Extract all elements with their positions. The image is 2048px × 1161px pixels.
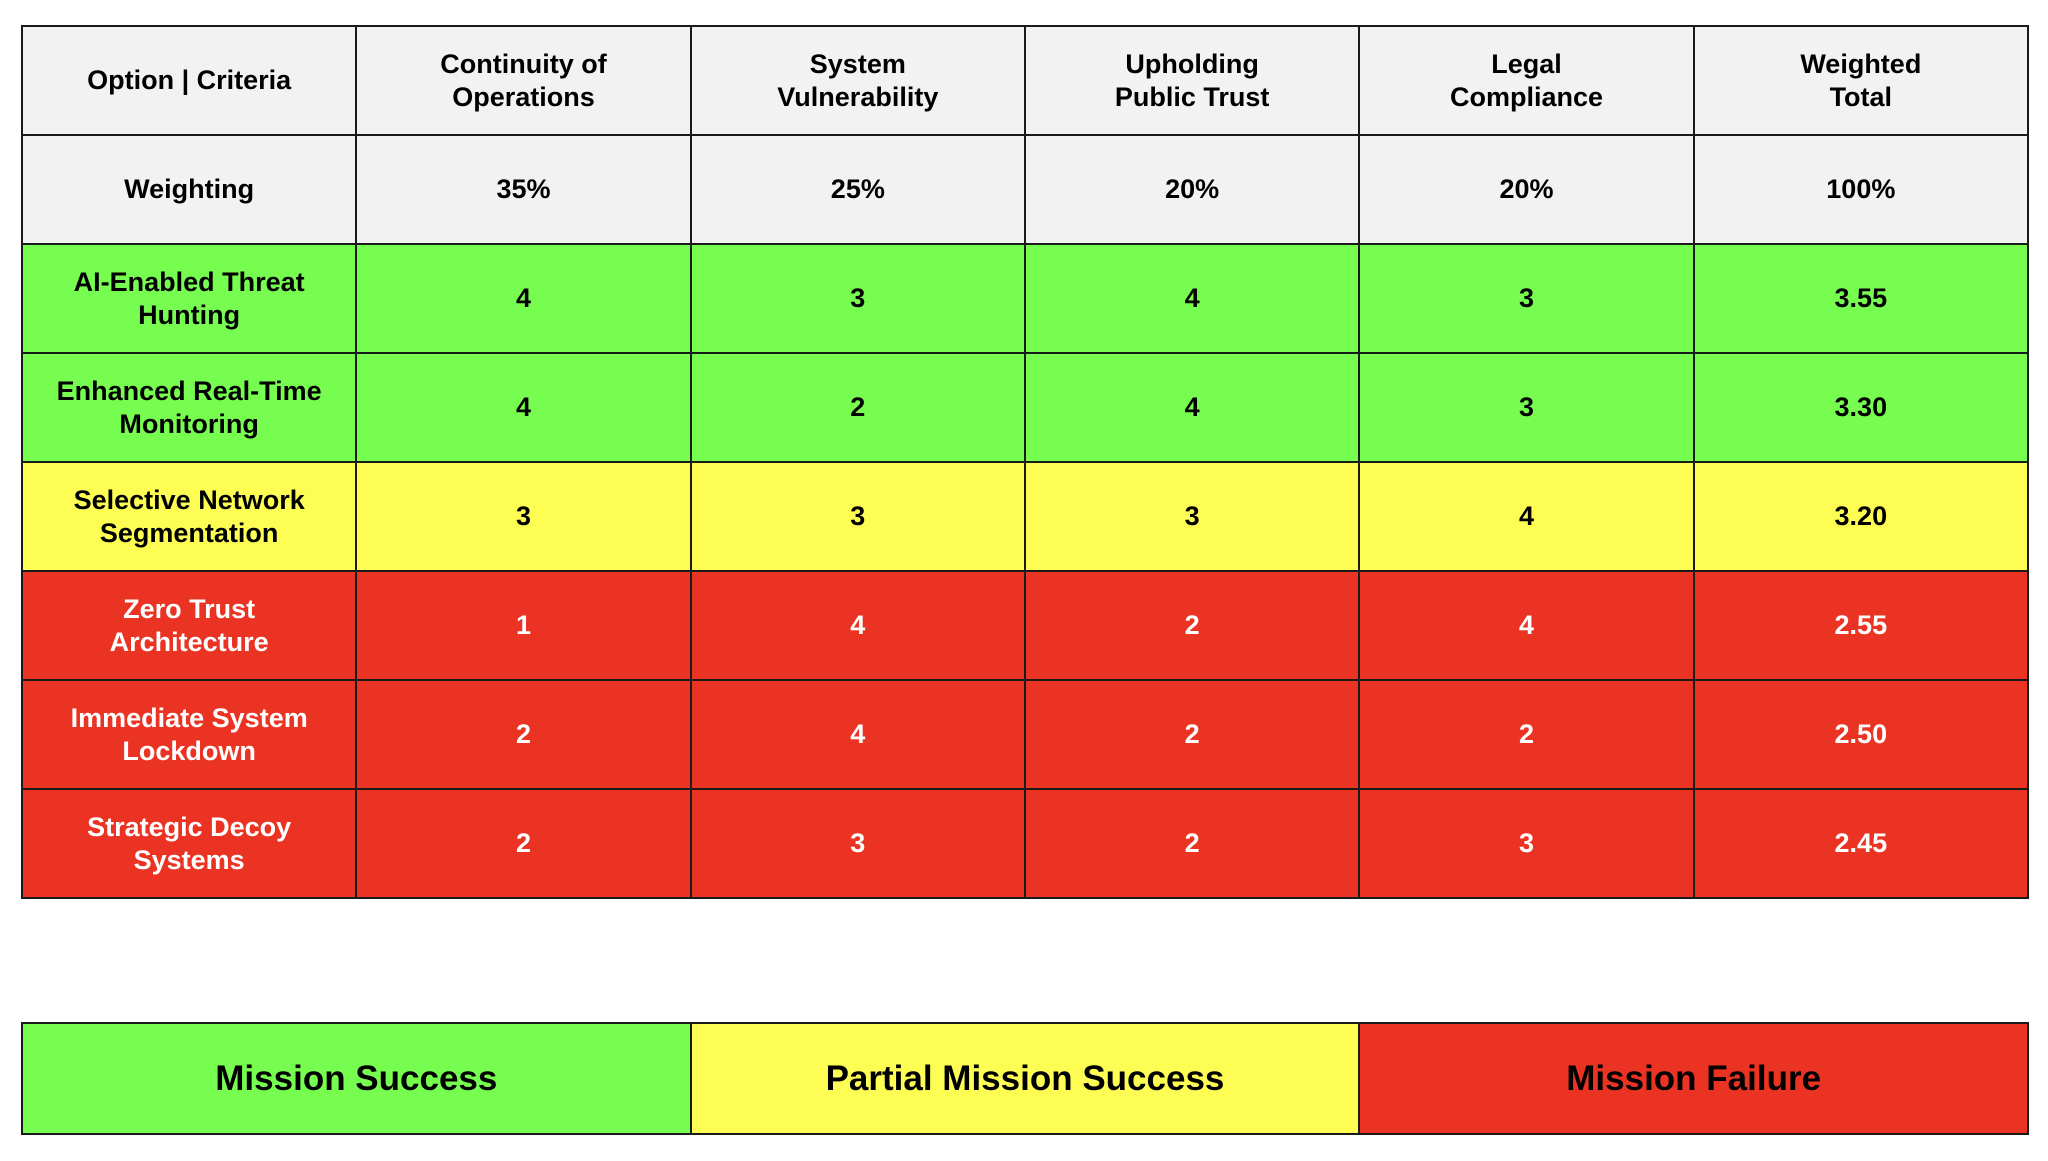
option-label-cell: Strategic Decoy Systems [20,788,358,899]
header-line: Vulnerability [777,81,939,112]
option-label-cell: Zero Trust Architecture [20,570,358,681]
legend-table: Mission Success Partial Mission Success … [21,1022,2029,1135]
score-cell: 3 [1358,788,1695,899]
score-cell: 2 [1023,570,1361,681]
header-row: Option | Criteria Continuity of Operatio… [20,25,2030,136]
score-cell: 2 [689,352,1026,463]
score-cell: 3 [1358,352,1695,463]
option-label-cell: Immediate System Lockdown [20,679,358,790]
score-cell: 2 [1023,679,1361,790]
weighted-total-cell: 2.55 [1692,570,2030,681]
option-row: Zero Trust Architecture 1 4 2 4 2.55 [20,570,2030,681]
option-label-line: Zero Trust [123,593,256,624]
legend-row: Mission Success Partial Mission Success … [21,1022,2029,1135]
option-label-cell: Selective Network Segmentation [20,461,358,572]
weighting-label-cell: Weighting [20,134,358,245]
header-line: Upholding [1125,48,1259,79]
header-line: System [809,48,906,79]
header-line: Public Trust [1114,81,1270,112]
score-cell: 4 [1023,352,1361,463]
option-label-line: Selective Network [73,484,305,515]
header-cell-legal-compliance: Legal Compliance [1358,25,1695,136]
score-cell: 3 [355,461,692,572]
option-label-line: Monitoring [119,408,259,439]
header-line: Weighted [1800,48,1922,79]
weighting-value-cell: 20% [1023,134,1361,245]
decision-matrix-table: Option | Criteria Continuity of Operatio… [20,25,2030,899]
header-line: Legal [1491,48,1562,79]
score-cell: 4 [1358,461,1695,572]
weighted-total-cell: 2.50 [1692,679,2030,790]
header-line: Option | Criteria [87,65,292,95]
weighting-value-cell: 25% [689,134,1026,245]
header-cell-continuity: Continuity of Operations [355,25,692,136]
score-cell: 4 [689,679,1026,790]
score-cell: 1 [355,570,692,681]
header-line: Compliance [1449,81,1603,112]
score-cell: 4 [355,243,692,354]
weighting-value-cell: 35% [355,134,692,245]
score-cell: 3 [689,461,1026,572]
weighting-value-cell: 20% [1358,134,1695,245]
decision-matrix-body: Option | Criteria Continuity of Operatio… [20,25,2030,899]
score-cell: 3 [1358,243,1695,354]
score-cell: 4 [689,570,1026,681]
header-cell-option-criteria: Option | Criteria [20,25,358,136]
weighted-total-cell: 3.55 [1692,243,2030,354]
weighted-total-cell: 3.30 [1692,352,2030,463]
option-label-line: Systems [133,844,245,875]
weighted-total-cell: 2.45 [1692,788,2030,899]
option-label-line: Segmentation [99,517,279,548]
score-cell: 2 [1023,788,1361,899]
option-row: Selective Network Segmentation 3 3 3 4 3.20 [20,461,2030,572]
score-cell: 2 [355,679,692,790]
option-label-line: Hunting [138,299,241,330]
option-row: Strategic Decoy Systems 2 3 2 3 2.45 [20,788,2030,899]
score-cell: 4 [1023,243,1361,354]
header-line: Continuity of [440,48,607,79]
option-row: AI-Enabled Threat Hunting 4 3 4 3 3.55 [20,243,2030,354]
score-cell: 3 [1023,461,1361,572]
legend-item-partial-mission-success: Partial Mission Success [689,1022,1361,1135]
option-row: Enhanced Real-Time Monitoring 4 2 4 3 3.30 [20,352,2030,463]
header-line: Operations [452,81,595,112]
option-label-cell: AI-Enabled Threat Hunting [20,243,358,354]
header-line: Total [1829,81,1893,112]
weighting-total-cell: 100% [1692,134,2030,245]
weighting-row: Weighting 35% 25% 20% 20% 100% [20,134,2030,245]
option-label-cell: Enhanced Real-Time Monitoring [20,352,358,463]
score-cell: 3 [689,788,1026,899]
option-label-line: Immediate System [70,702,308,733]
score-cell: 2 [355,788,692,899]
option-label-line: Enhanced Real-Time [56,375,322,406]
score-cell: 4 [355,352,692,463]
option-label-line: AI-Enabled Threat [73,266,305,297]
option-label-line: Lockdown [122,735,256,766]
weighted-total-cell: 3.20 [1692,461,2030,572]
legend-body: Mission Success Partial Mission Success … [21,1022,2029,1135]
header-cell-public-trust: Upholding Public Trust [1023,25,1361,136]
option-label-line: Architecture [109,626,269,657]
legend-item-mission-failure: Mission Failure [1358,1022,2029,1135]
score-cell: 4 [1358,570,1695,681]
header-cell-vulnerability: System Vulnerability [689,25,1026,136]
score-cell: 3 [689,243,1026,354]
option-row: Immediate System Lockdown 2 4 2 2 2.50 [20,679,2030,790]
legend-item-mission-success: Mission Success [21,1022,692,1135]
option-label-line: Strategic Decoy [87,811,292,842]
header-cell-weighted-total: Weighted Total [1692,25,2030,136]
score-cell: 2 [1358,679,1695,790]
